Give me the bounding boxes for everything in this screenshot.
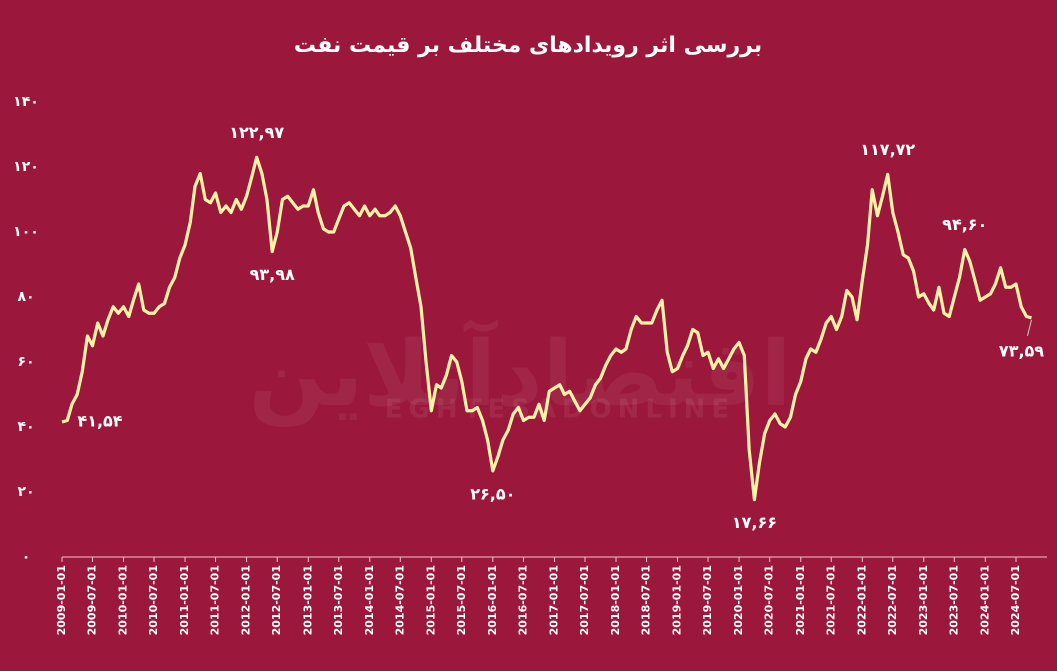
data-label: ۱۲۲,۹۷ <box>229 123 284 142</box>
x-tick-label: 2017-07-01 <box>578 565 591 635</box>
data-label: ۷۳,۵۹ <box>999 341 1044 360</box>
x-tick-label: 2016-01-01 <box>486 565 499 635</box>
x-tick-label: 2018-07-01 <box>640 565 653 635</box>
x-tick-label: 2015-01-01 <box>424 565 437 635</box>
x-tick-label: 2024-07-01 <box>1009 565 1022 635</box>
x-tick-label: 2017-01-01 <box>548 565 561 635</box>
x-tick-label: 2016-07-01 <box>516 565 529 635</box>
x-tick-label: 2014-07-01 <box>393 565 406 635</box>
x-tick-label: 2023-07-01 <box>947 565 960 635</box>
x-tick-label: 2020-01-01 <box>732 565 745 635</box>
x-tick-label: 2021-01-01 <box>794 565 807 635</box>
x-tick-label: 2021-07-01 <box>824 565 837 635</box>
y-tick-label: ۸۰ <box>17 289 34 305</box>
data-label: ۹۴,۶۰ <box>942 215 987 234</box>
x-tick-label: 2023-01-01 <box>917 565 930 635</box>
x-tick-label: 2024-01-01 <box>978 565 991 635</box>
x-tick-label: 2013-01-01 <box>301 565 314 635</box>
y-tick-label: ۶۰ <box>17 354 34 370</box>
x-tick-label: 2015-07-01 <box>455 565 468 635</box>
x-tick-label: 2010-07-01 <box>147 565 160 635</box>
x-tick-label: 2012-01-01 <box>240 565 253 635</box>
x-tick-label: 2009-01-01 <box>55 565 68 635</box>
x-tick-label: 2019-07-01 <box>701 565 714 635</box>
y-tick-label: ۱۰۰ <box>13 224 39 240</box>
y-tick-label: ۱۴۰ <box>13 94 39 110</box>
y-tick-label: ۱۲۰ <box>13 159 39 175</box>
x-tick-label: 2019-01-01 <box>671 565 684 635</box>
label-leader <box>1027 319 1032 336</box>
x-tick-label: 2018-01-01 <box>609 565 622 635</box>
y-tick-label: ۴۰ <box>17 419 34 435</box>
data-label: ۴۱,۵۴ <box>77 411 122 430</box>
data-label: ۲۶,۵۰ <box>470 484 515 503</box>
x-tick-label: 2010-01-01 <box>117 565 130 635</box>
x-tick-label: 2013-07-01 <box>332 565 345 635</box>
data-label: ۹۳,۹۸ <box>250 265 295 284</box>
watermark-en: EGHTESADONLINE <box>385 395 735 425</box>
x-tick-label: 2022-01-01 <box>855 565 868 635</box>
x-tick-label: 2022-07-01 <box>886 565 899 635</box>
x-tick-label: 2012-07-01 <box>270 565 283 635</box>
y-tick-label: ۰ <box>22 549 31 565</box>
data-label: ۱۱۷,۷۲ <box>860 140 915 159</box>
x-tick-label: 2011-01-01 <box>178 565 191 635</box>
x-tick-label: 2009-07-01 <box>86 565 99 635</box>
data-label: ۱۷,۶۶ <box>732 513 777 532</box>
x-tick-label: 2020-07-01 <box>763 565 776 635</box>
data-line <box>61 155 1032 502</box>
x-tick-label: 2014-01-01 <box>363 565 376 635</box>
y-tick-label: ۲۰ <box>17 484 34 500</box>
x-tick-label: 2011-07-01 <box>209 565 222 635</box>
chart-title: بررسی اثر رویدادهای مختلف بر قیمت نفت <box>294 33 762 58</box>
